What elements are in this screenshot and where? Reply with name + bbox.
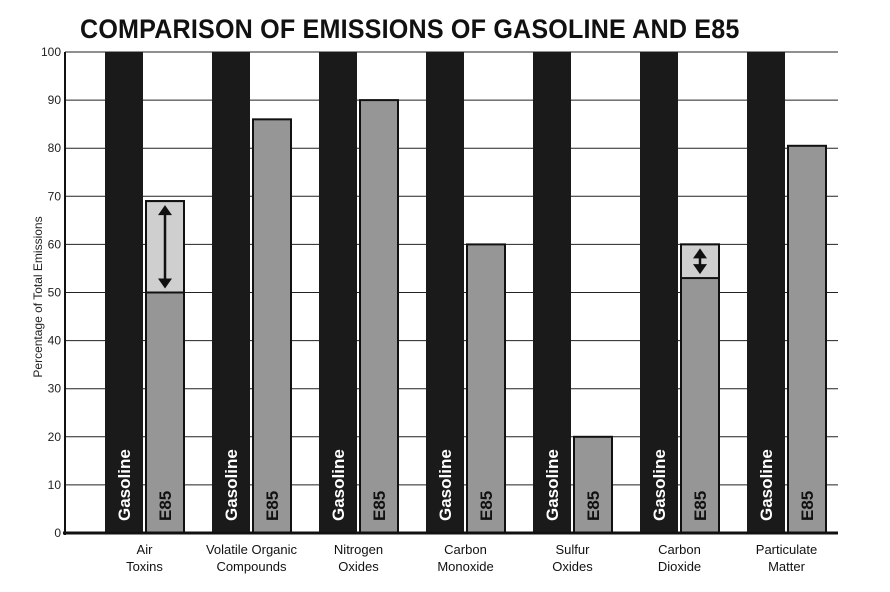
e85-bar	[680, 243, 720, 534]
e85-bar-label: E85	[156, 491, 175, 521]
category-label: Air Toxins	[126, 542, 163, 574]
range-arrow-up	[158, 205, 172, 216]
category-label: Volatile Organic Compounds	[206, 542, 298, 574]
gasoline-bar-label: Gasoline	[650, 449, 669, 521]
chart-title: COMPARISON OF EMISSIONS OF GASOLINE AND …	[80, 14, 740, 44]
gasoline-bar	[212, 52, 250, 533]
y-axis-ticks: 0 10 20 30 40 50 60 70 80 90 100	[41, 45, 61, 540]
x-axis-categories: Air Toxins Volatile Organic Compounds Nitrog…	[126, 542, 817, 574]
category-label-line: Carbon	[444, 542, 487, 557]
y-tick-label: 0	[54, 526, 61, 540]
category-label: Carbon Dioxide	[658, 542, 701, 574]
e85-bar-label: E85	[370, 491, 389, 521]
gasoline-bar	[747, 52, 785, 533]
bars	[105, 52, 827, 535]
gasoline-bar-label: Gasoline	[436, 449, 455, 521]
range-arrow-down	[158, 278, 172, 289]
y-tick-label: 40	[48, 334, 62, 348]
bar-labels: Gasoline E85 Gasoline E85 Gasoline E85 Gasolin…	[115, 449, 817, 521]
category-label-line: Matter	[768, 559, 806, 574]
range-arrow-up	[693, 248, 707, 259]
e85-bar	[466, 243, 506, 534]
range-arrow-down	[693, 264, 707, 275]
e85-bar-label: E85	[477, 491, 496, 521]
category-label: Nitrogen Oxides	[334, 542, 383, 574]
y-tick-label: 60	[48, 237, 62, 251]
gasoline-bar-label: Gasoline	[222, 449, 241, 521]
category-label-line: Nitrogen	[334, 542, 383, 557]
axes	[63, 52, 838, 535]
category-label-line: Oxides	[552, 559, 593, 574]
e85-bar	[787, 144, 827, 534]
gasoline-bar	[105, 52, 143, 533]
category-label-line: Monoxide	[437, 559, 493, 574]
e85-bar	[573, 435, 613, 534]
y-axis-label: Percentage of Total Emissions	[31, 216, 45, 377]
gasoline-bar-label: Gasoline	[115, 449, 134, 521]
gasoline-bar-label: Gasoline	[329, 449, 348, 521]
category-label: Particulate Matter	[756, 542, 817, 574]
gasoline-bar-label: Gasoline	[757, 449, 776, 521]
e85-bar-label: E85	[691, 491, 710, 521]
category-label-line: Dioxide	[658, 559, 701, 574]
y-tick-label: 90	[48, 93, 62, 107]
gasoline-bar	[640, 52, 678, 533]
category-label-line: Compounds	[216, 559, 287, 574]
category-label-line: Oxides	[338, 559, 379, 574]
y-tick-label: 20	[48, 430, 62, 444]
y-tick-label: 80	[48, 141, 62, 155]
e85-bar	[252, 118, 292, 534]
e85-bar-label: E85	[798, 491, 817, 521]
gasoline-bar-label: Gasoline	[543, 449, 562, 521]
gasoline-bar	[533, 52, 571, 533]
category-label-line: Toxins	[126, 559, 163, 574]
category-label-line: Carbon	[658, 542, 701, 557]
category-label-line: Sulfur	[556, 542, 591, 557]
y-tick-label: 50	[48, 286, 62, 300]
category-label: Sulfur Oxides	[552, 542, 593, 574]
y-tick-label: 10	[48, 478, 62, 492]
category-label-line: Particulate	[756, 542, 817, 557]
e85-bar	[359, 99, 399, 534]
gasoline-bar	[319, 52, 357, 533]
category-label-line: Air	[137, 542, 154, 557]
gasoline-bar	[426, 52, 464, 533]
e85-bar-label: E85	[584, 491, 603, 521]
category-label: Carbon Monoxide	[437, 542, 493, 574]
y-tick-label: 100	[41, 45, 61, 59]
category-label-line: Volatile Organic	[206, 542, 298, 557]
y-tick-label: 30	[48, 382, 62, 396]
e85-bar-label: E85	[263, 491, 282, 521]
y-tick-label: 70	[48, 189, 62, 203]
